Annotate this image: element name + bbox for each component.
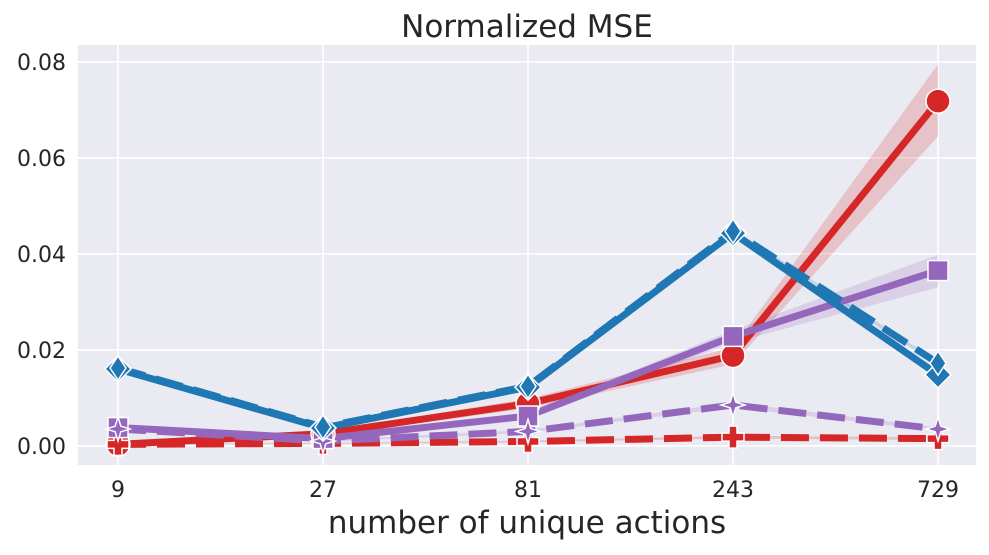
data-point-thin-diamond [109, 354, 127, 382]
data-point-circle [925, 88, 951, 114]
x-tick-label: 243 [712, 478, 754, 503]
tick-labels: 0.00 0.02 0.04 0.06 0.08 9 27 81 243 729 [17, 51, 959, 503]
data-point-plus [721, 425, 745, 449]
y-tick-label: 0.02 [17, 339, 66, 364]
series-line [117, 227, 940, 431]
data-point-square [722, 325, 744, 348]
data-point-circle [720, 342, 746, 369]
x-axis-label: number of unique actions [328, 505, 726, 541]
data-point-star [513, 416, 543, 446]
y-tick-label: 0.06 [17, 147, 66, 172]
data-point-square [927, 259, 949, 282]
y-tick-label: 0.04 [17, 243, 66, 268]
data-point-thin-diamond [519, 372, 537, 400]
y-tick-label: 0.08 [17, 51, 66, 76]
data-point-thin-diamond [314, 413, 332, 441]
data-point-plus [106, 432, 130, 457]
data-point-star [923, 414, 953, 444]
x-tick-label: 9 [111, 478, 125, 503]
data-point-thin-diamond [724, 217, 742, 245]
x-tick-label: 729 [917, 478, 959, 503]
chart-title: Normalized MSE [401, 9, 653, 45]
grid [78, 45, 976, 465]
data-point-star [718, 390, 748, 420]
series-markers [103, 88, 953, 458]
data-point-thin-diamond [929, 349, 947, 377]
x-tick-label: 81 [514, 478, 542, 503]
x-tick-label: 27 [309, 478, 337, 503]
data-point-star [103, 414, 133, 444]
y-tick-label: 0.00 [17, 435, 66, 460]
